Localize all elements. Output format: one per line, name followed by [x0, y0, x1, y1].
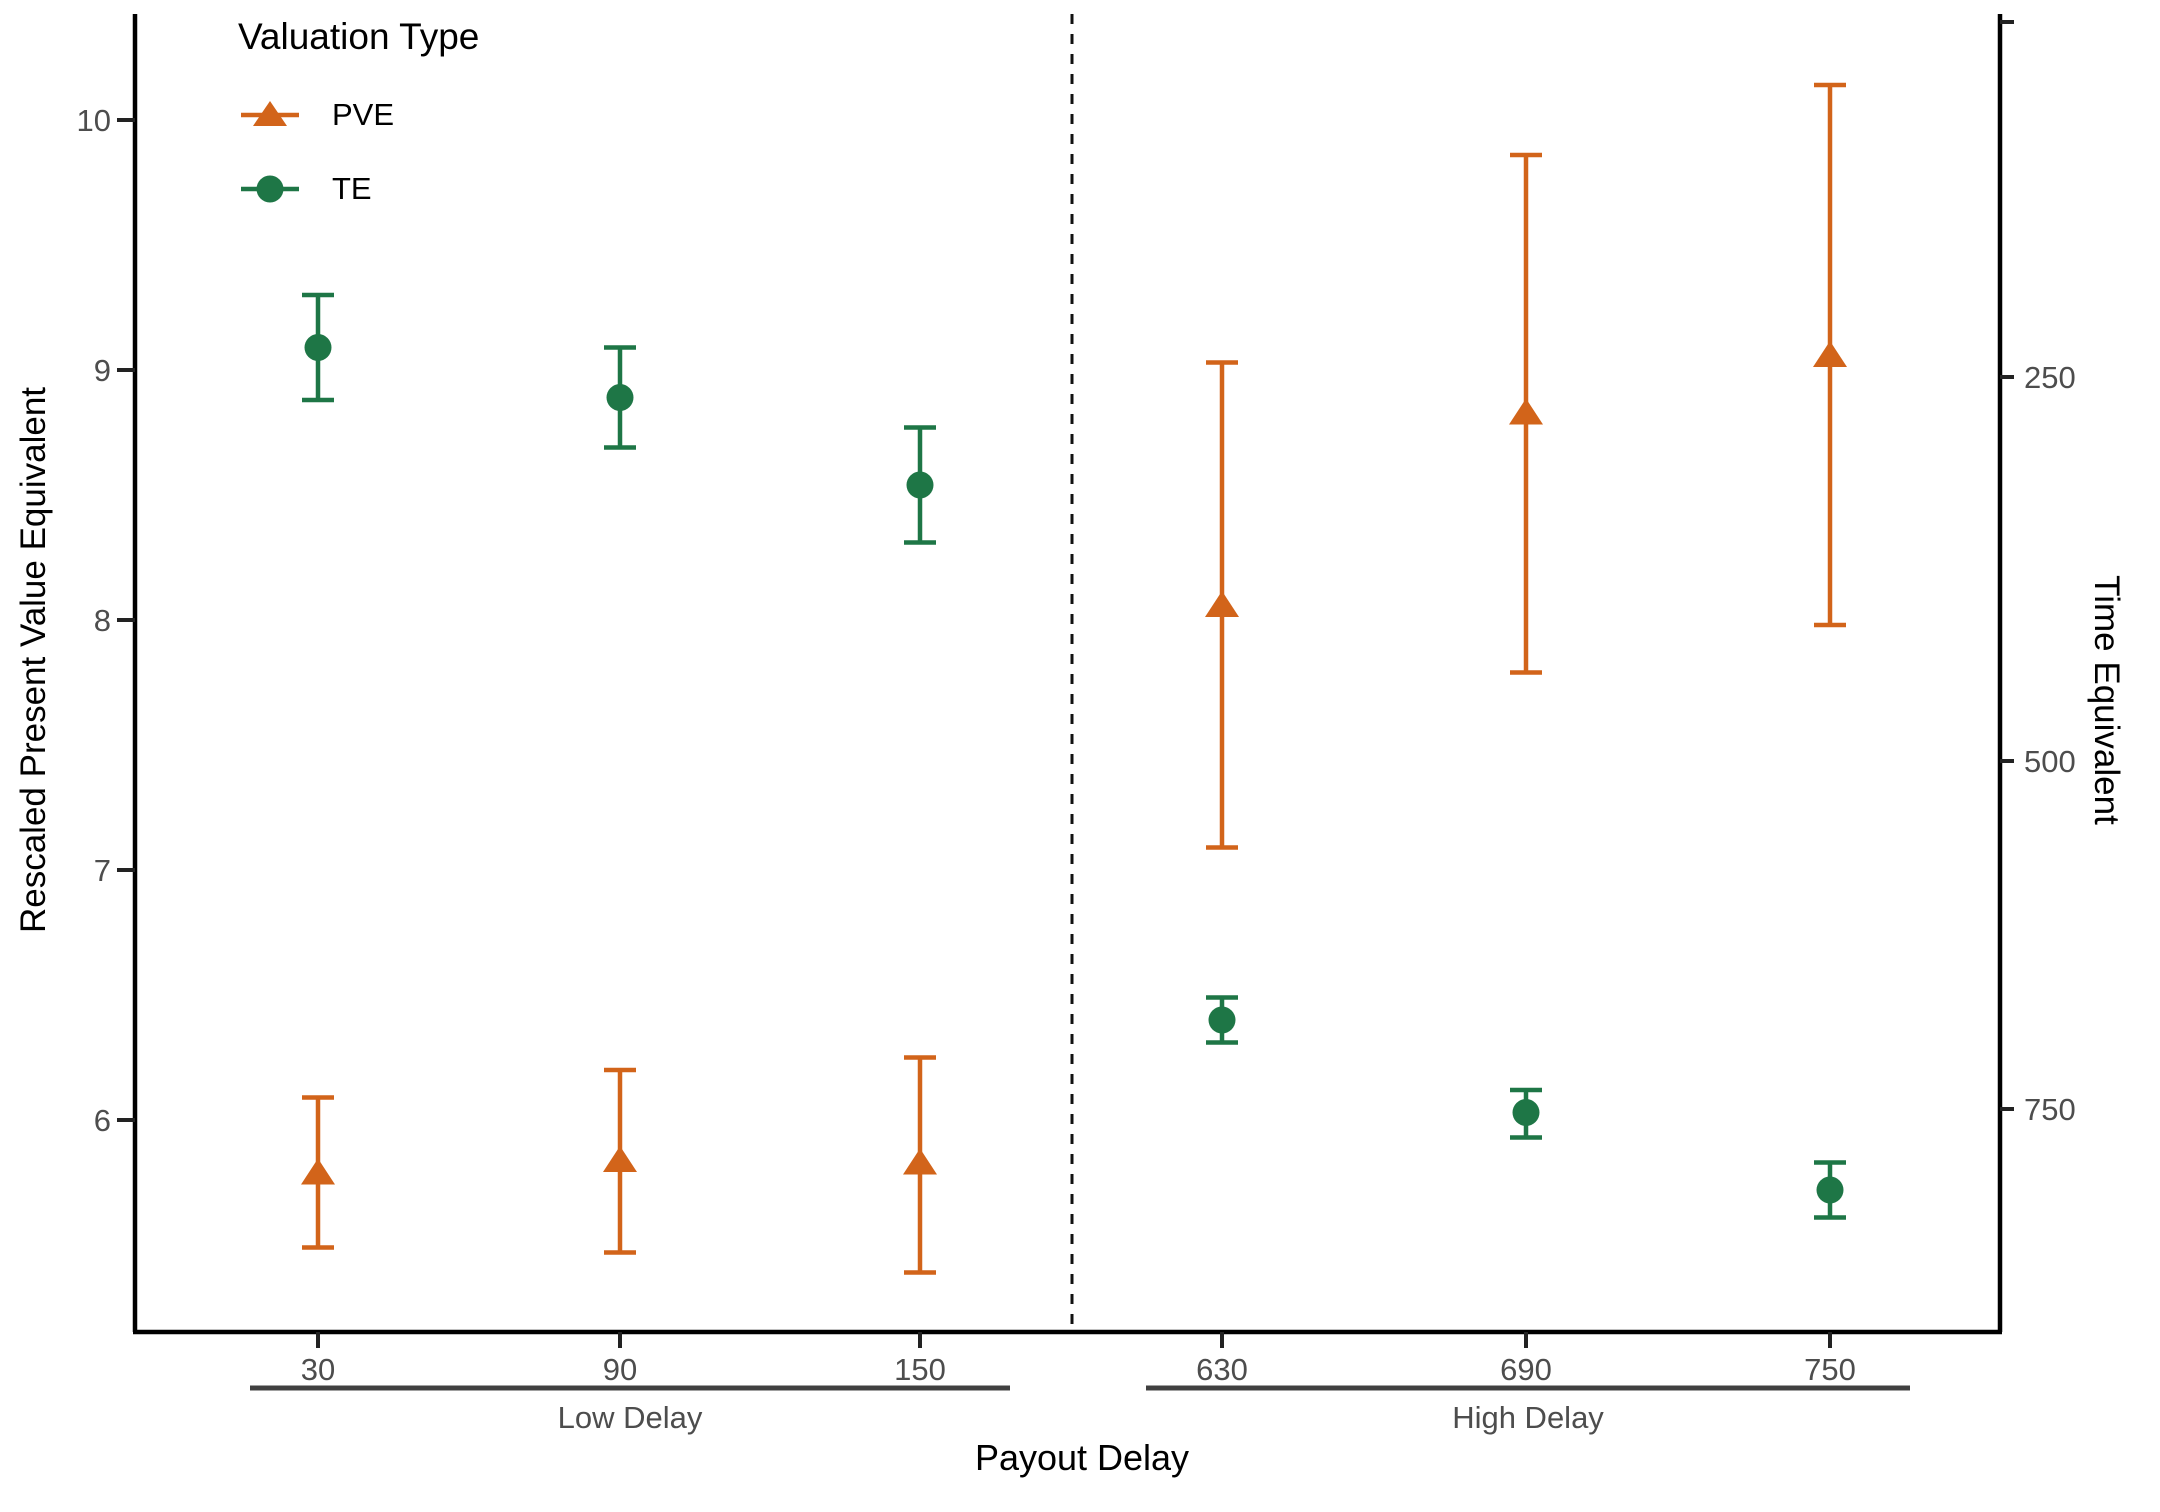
te-point-circle	[606, 384, 634, 411]
legend-item-label: PVE	[332, 97, 395, 132]
right-axis-tick-label: 750	[2024, 1092, 2076, 1127]
legend-item-pve: PVE	[238, 78, 479, 152]
left-axis-tick-label: 6	[94, 1103, 111, 1138]
x-axis-tick-label: 90	[603, 1352, 637, 1387]
left-axis-tick-label: 10	[77, 103, 111, 138]
x-axis-tick-label: 630	[1196, 1352, 1248, 1387]
te-point-circle	[1208, 1006, 1236, 1034]
legend-title: Valuation Type	[238, 16, 480, 57]
left-axis-tick-label: 9	[94, 353, 111, 388]
x-axis-tick-label: 30	[301, 1352, 335, 1387]
legend-item-te: TE	[238, 152, 479, 226]
pve-point-triangle	[1813, 341, 1847, 367]
right-axis-title: Time Equivalent	[2087, 575, 2126, 825]
x-axis-tick-label: 750	[1804, 1352, 1856, 1387]
right-axis-tick-label: 500	[2024, 744, 2076, 779]
group-label-low-delay: Low Delay	[557, 1400, 703, 1435]
pve-point-triangle	[903, 1148, 937, 1175]
left-axis-title: Rescaled Present Value Equivalent	[14, 386, 53, 934]
pve-triangle-icon	[241, 101, 299, 126]
te-point-circle	[1512, 1099, 1540, 1126]
pve-point-triangle	[603, 1146, 637, 1172]
te-circle-icon	[241, 175, 299, 203]
x-axis-tick-label: 150	[894, 1352, 946, 1387]
te-point-circle	[304, 334, 332, 361]
legend: Valuation Type PVE TE	[238, 14, 479, 226]
x-axis-title: Payout Delay	[974, 1437, 1190, 1478]
pve-point-triangle	[1509, 398, 1543, 425]
x-axis-tick-label: 690	[1500, 1352, 1552, 1387]
te-point-circle	[1816, 1176, 1844, 1204]
left-axis-tick-label: 7	[94, 853, 111, 888]
pve-point-triangle	[1205, 591, 1239, 617]
right-axis-tick-label: 250	[2024, 360, 2076, 395]
pve-point-triangle	[301, 1158, 335, 1185]
group-label-high-delay: High Delay	[1452, 1400, 1604, 1435]
left-axis-tick-label: 8	[94, 603, 111, 638]
legend-item-label: TE	[332, 171, 372, 206]
te-point-circle	[906, 471, 934, 499]
